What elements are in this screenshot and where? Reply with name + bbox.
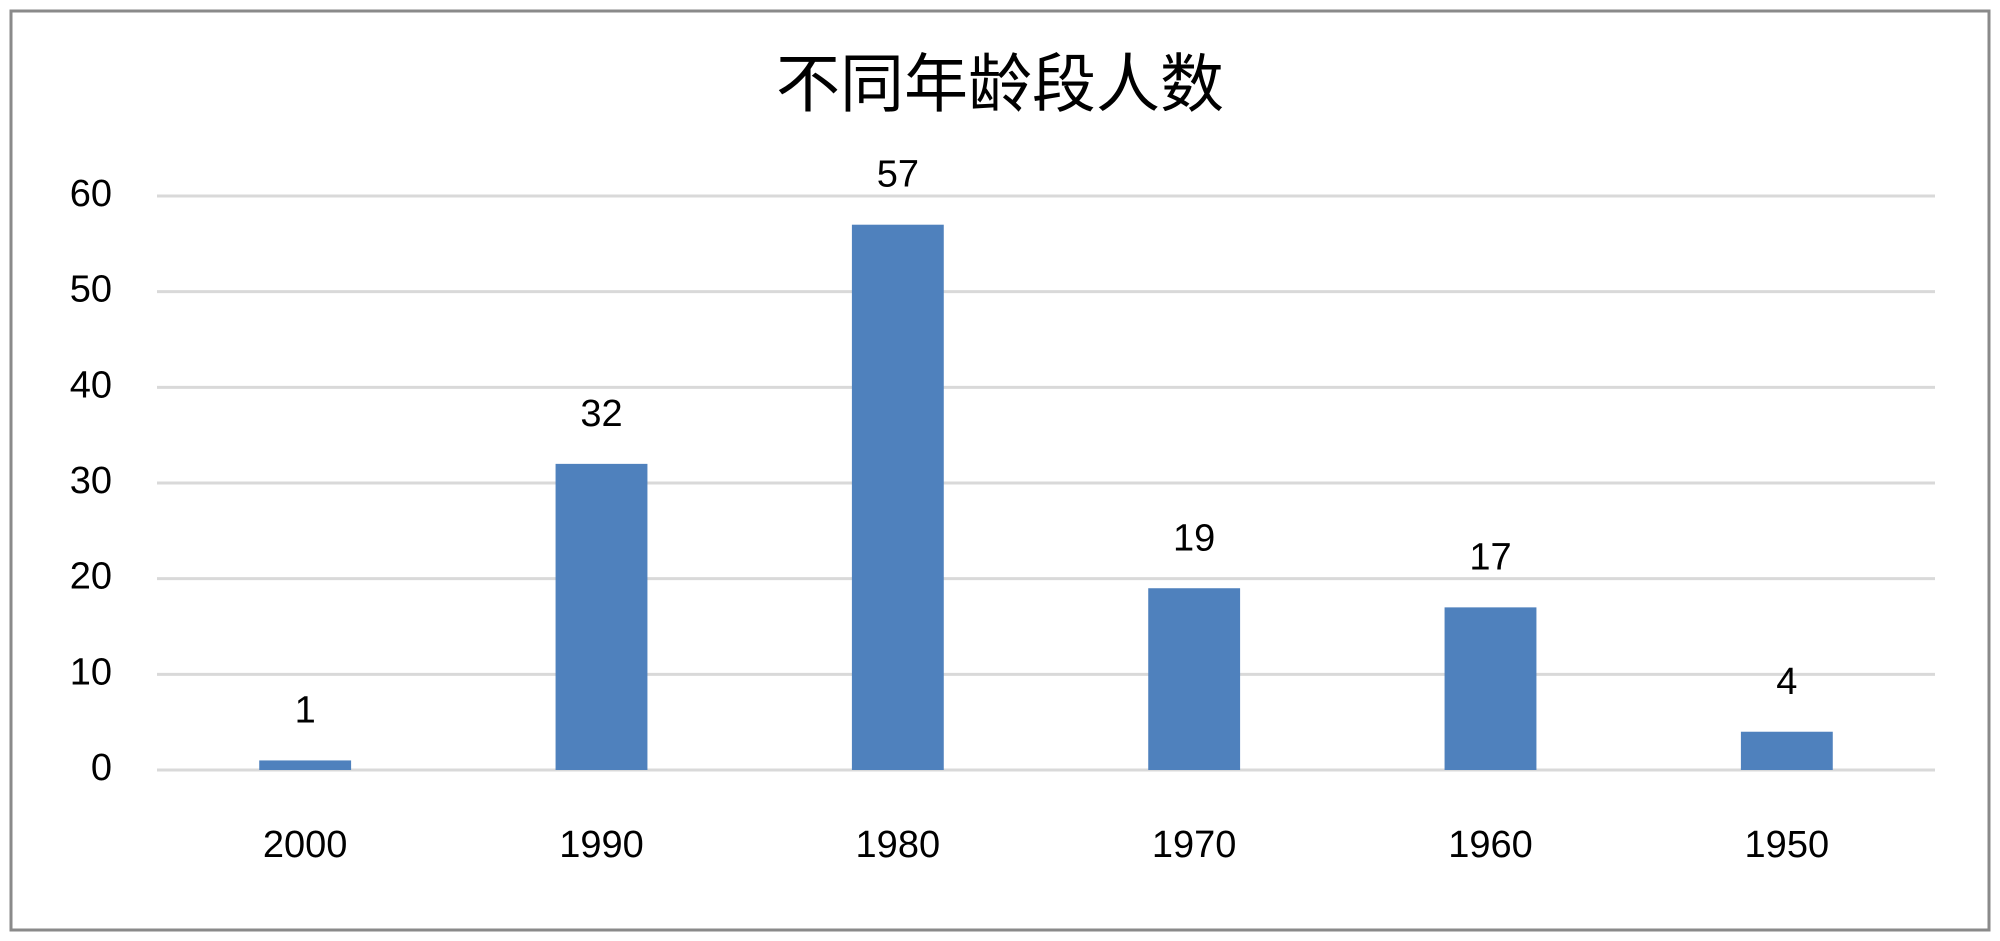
bar bbox=[1148, 588, 1241, 770]
data-label: 19 bbox=[1173, 517, 1215, 559]
x-tick-label: 1990 bbox=[559, 824, 644, 866]
x-tick-label: 2000 bbox=[263, 824, 348, 866]
bar bbox=[851, 224, 944, 770]
bar bbox=[1444, 607, 1537, 770]
y-tick-label: 40 bbox=[70, 364, 112, 406]
data-label: 32 bbox=[580, 393, 622, 435]
x-tick-label: 1970 bbox=[1152, 824, 1237, 866]
bar bbox=[555, 463, 648, 770]
y-tick-label: 30 bbox=[70, 460, 112, 502]
y-tick-label: 10 bbox=[70, 651, 112, 693]
x-tick-label: 1950 bbox=[1745, 824, 1830, 866]
data-label: 4 bbox=[1776, 661, 1797, 703]
y-tick-label: 50 bbox=[70, 269, 112, 311]
chart-title: 不同年龄段人数 bbox=[776, 50, 1224, 121]
bar bbox=[259, 760, 352, 770]
data-label: 17 bbox=[1469, 536, 1511, 578]
x-tick-label: 1960 bbox=[1448, 824, 1533, 866]
bar bbox=[1740, 731, 1833, 770]
x-tick-label: 1980 bbox=[856, 824, 941, 866]
y-tick-label: 60 bbox=[70, 173, 112, 215]
chart-border bbox=[9, 9, 1991, 932]
y-tick-label: 0 bbox=[91, 747, 112, 789]
data-label: 1 bbox=[295, 689, 316, 731]
y-tick-label: 20 bbox=[70, 556, 112, 598]
data-label: 57 bbox=[877, 154, 919, 196]
